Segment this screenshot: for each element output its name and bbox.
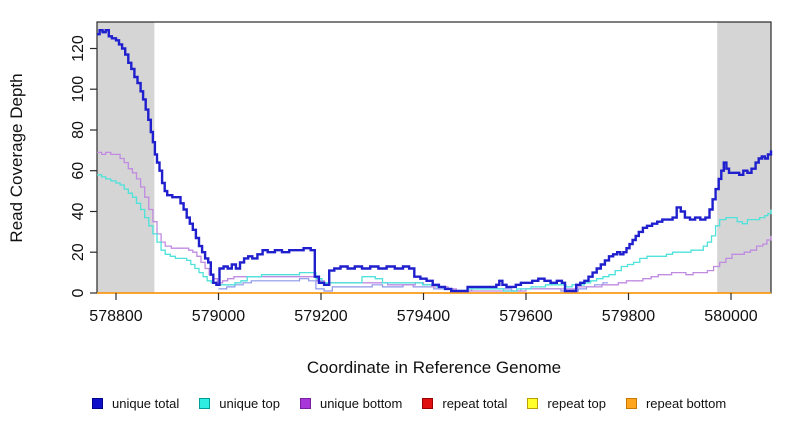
legend-item: unique total <box>92 396 179 411</box>
legend-item: repeat bottom <box>625 396 727 411</box>
x-tick-label: 579800 <box>602 308 655 325</box>
x-tick-label: 579400 <box>397 308 450 325</box>
y-tick-label: 100 <box>70 76 87 103</box>
x-tick-label: 578800 <box>89 308 142 325</box>
y-tick-label: 80 <box>70 121 87 139</box>
legend-item-label: repeat bottom <box>645 396 727 411</box>
legend-swatch-icon <box>625 398 637 409</box>
legend: unique total unique top unique bottom repea… <box>0 396 792 411</box>
series-layer <box>97 29 773 294</box>
x-tick-label: 580000 <box>704 308 757 325</box>
y-tick-label: 120 <box>70 35 87 62</box>
legend-item-label: unique bottom <box>319 396 403 411</box>
legend-item: repeat top <box>527 396 606 411</box>
axes-layer: 578800 579000 579200 579400 579600 579800 5800… <box>70 35 758 325</box>
legend-swatch-icon <box>199 398 211 409</box>
legend-swatch-icon <box>527 398 539 409</box>
legend-item-label: repeat top <box>547 396 606 411</box>
legend-item-label: unique top <box>219 396 280 411</box>
x-tick-label: 579600 <box>499 308 552 325</box>
legend-item: unique top <box>199 396 280 411</box>
legend-swatch-icon <box>422 398 434 409</box>
plot-frame <box>96 21 772 294</box>
shaded-region <box>97 22 155 293</box>
y-tick-label: 0 <box>70 288 87 297</box>
shaded-regions-layer <box>97 22 771 293</box>
x-tick-label: 579000 <box>192 308 245 325</box>
legend-swatch-icon <box>299 398 311 409</box>
plot-svg: 578800 579000 579200 579400 579600 579800 5800… <box>7 21 773 377</box>
series-line-unique-top <box>97 174 772 292</box>
legend-item: unique bottom <box>299 396 403 411</box>
legend-item-label: unique total <box>112 396 180 411</box>
legend-swatch-icon <box>92 398 103 409</box>
series-line-unique-total <box>97 29 773 293</box>
legend-item-label: repeat total <box>442 396 508 411</box>
y-tick-label: 40 <box>70 203 87 221</box>
legend-item: repeat total <box>422 396 507 411</box>
y-axis-title: Read Coverage Depth <box>7 73 26 242</box>
x-tick-label: 579200 <box>294 308 347 325</box>
y-tick-label: 60 <box>70 162 87 180</box>
y-tick-label: 20 <box>70 243 87 261</box>
series-line-unique-bottom <box>97 151 772 292</box>
x-axis-title: Coordinate in Reference Genome <box>307 358 561 377</box>
